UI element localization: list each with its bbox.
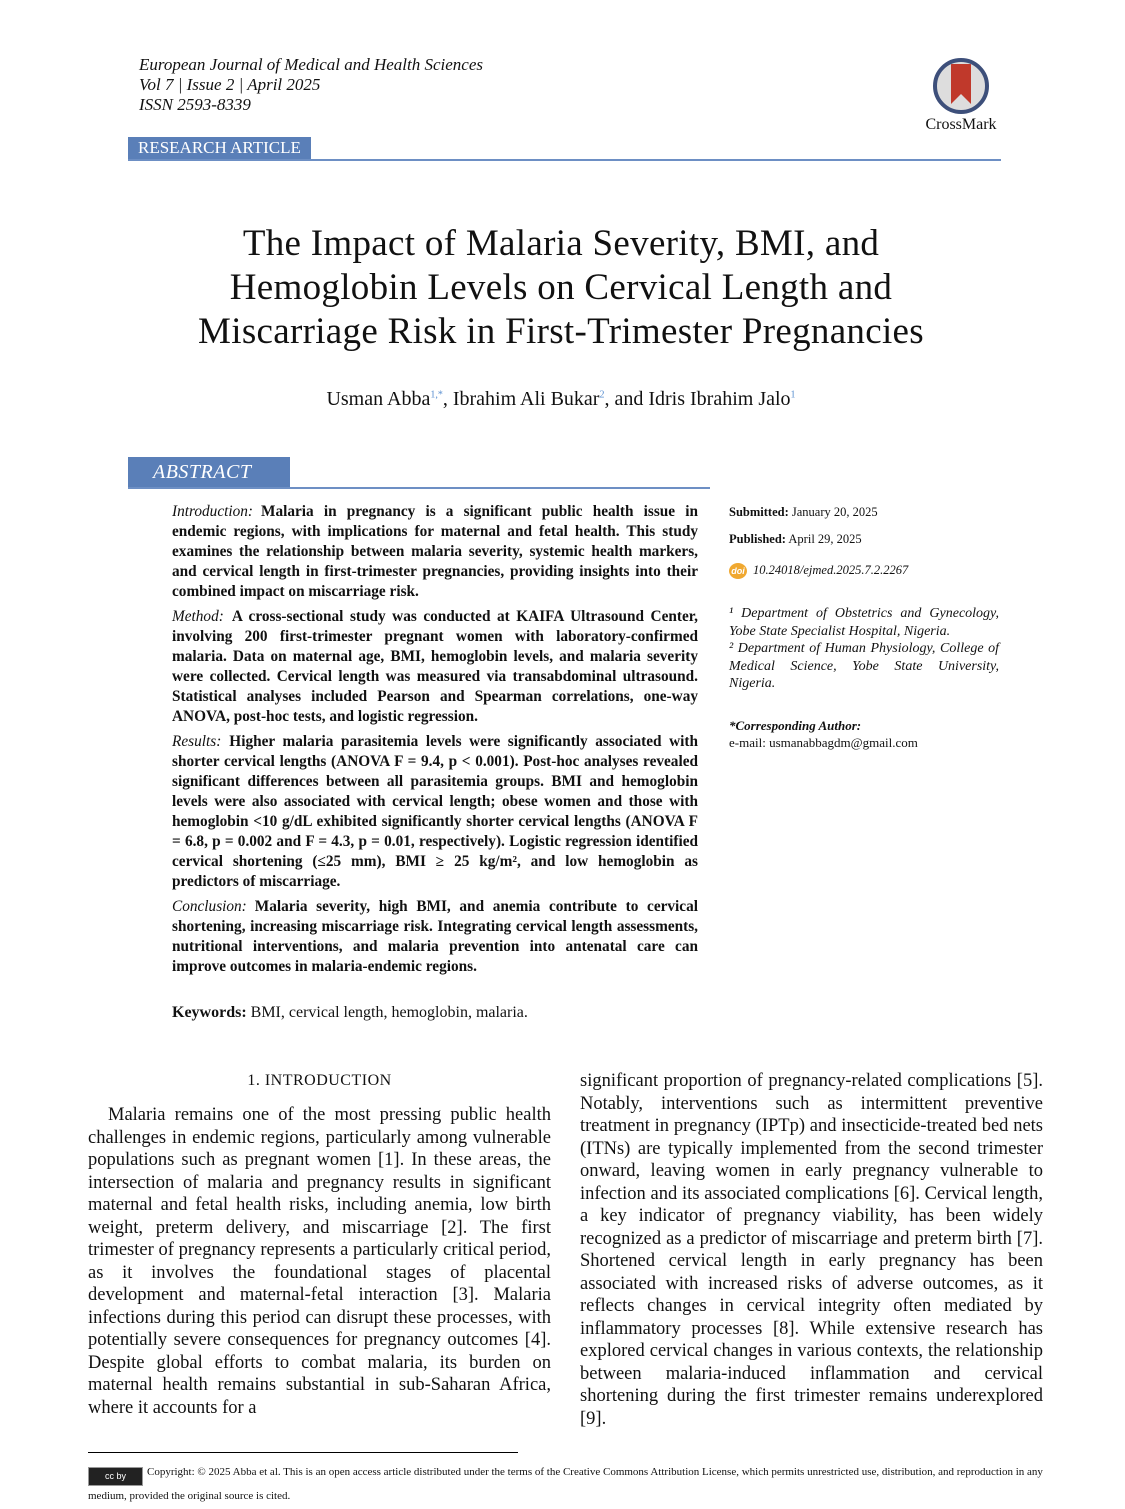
doi-text[interactable]: 10.24018/ejmed.2025.7.2.2267	[753, 563, 909, 577]
paper-title: The Impact of Malaria Severity, BMI, and…	[60, 222, 1062, 354]
title-line: Miscarriage Risk in First-Trimester Preg…	[198, 311, 924, 352]
affiliations: ¹ Department of Obstetrics and Gynecolog…	[729, 605, 999, 693]
section-heading: 1. INTRODUCTION	[247, 1072, 392, 1089]
abstract-conclusion: Conclusion: Malaria severity, high BMI, a…	[172, 897, 698, 977]
email[interactable]: e-mail: usmanabbagdm@gmail.com	[729, 734, 918, 750]
author: Usman Abba	[326, 388, 431, 410]
author: Idris Ibrahim Jalo	[648, 388, 791, 410]
label: *Corresponding Author:	[729, 717, 862, 733]
separator: , and	[604, 388, 649, 410]
divider	[128, 159, 1001, 161]
doi-icon: doi	[729, 562, 747, 579]
section-text: Higher malaria parasitemia levels were s…	[172, 733, 698, 890]
journal-issn: ISSN 2593-8339	[139, 95, 251, 114]
value: January 20, 2025	[791, 505, 878, 519]
section-label: Results:	[172, 733, 222, 750]
title-line: The Impact of Malaria Severity, BMI, and	[242, 223, 880, 264]
abstract-results: Results: Higher malaria parasitemia level…	[172, 732, 698, 892]
abstract-heading: ABSTRACT	[128, 457, 290, 488]
label: Published:	[729, 532, 786, 546]
keywords: Keywords: BMI, cervical length, hemoglob…	[172, 1004, 528, 1022]
section-text: A cross-sectional study was conducted at…	[172, 608, 698, 725]
abstract-body: Introduction: Malaria in pregnancy is a s…	[172, 502, 698, 982]
submitted-date: Submitted: January 20, 2025	[729, 504, 999, 521]
crossmark-badge[interactable]: CrossMark	[922, 58, 1000, 134]
journal-info: European Journal of Medical and Health S…	[139, 55, 483, 115]
abstract-introduction: Introduction: Malaria in pregnancy is a s…	[172, 502, 698, 602]
value: April 29, 2025	[788, 532, 862, 546]
section-text: Malaria in pregnancy is a significant pu…	[172, 503, 698, 600]
author-list: Usman Abba1,*, Ibrahim Ali Bukar2, and I…	[60, 388, 1062, 411]
copyright-text: Copyright: © 2025 Abba et al. This is an…	[88, 1466, 1043, 1502]
title-line: Hemoglobin Levels on Cervical Length and	[229, 267, 893, 308]
author-affiliation: 1	[790, 389, 796, 401]
author-affiliation: 1,*	[430, 389, 443, 401]
abstract-method: Method: A cross-sectional study was condu…	[172, 607, 698, 727]
author-affiliation: 2	[599, 389, 605, 401]
body-column-left: Malaria remains one of the most pressing…	[88, 1105, 551, 1418]
keywords-text: BMI, cervical length, hemoglobin, malari…	[250, 1004, 528, 1021]
doi-link[interactable]: doi 10.24018/ejmed.2025.7.2.2267	[729, 562, 999, 579]
section-text: Malaria severity, high BMI, and anemia c…	[172, 898, 698, 975]
journal-name: European Journal of Medical and Health S…	[139, 55, 484, 74]
divider	[128, 487, 710, 489]
affiliation: ² Department of Human Physiology, Colleg…	[729, 641, 999, 691]
crossmark-label: CrossMark	[925, 116, 997, 133]
section-label: Conclusion:	[172, 898, 247, 915]
section-label: Introduction:	[172, 503, 254, 520]
author: Ibrahim Ali Bukar	[452, 388, 600, 410]
journal-issue: Vol 7 | Issue 2 | April 2025	[139, 75, 321, 94]
section-label: Method:	[172, 608, 224, 625]
keywords-label: Keywords:	[172, 1004, 247, 1021]
article-type-label: RESEARCH ARTICLE	[128, 137, 311, 161]
label: Submitted:	[729, 505, 789, 519]
published-date: Published: April 29, 2025	[729, 531, 999, 548]
affiliation: ¹ Department of Obstetrics and Gynecolog…	[729, 606, 999, 639]
separator: ,	[442, 388, 453, 410]
body-column-right: significant proportion of pregnancy-rela…	[580, 1071, 1043, 1429]
copyright-footer: cc by Copyright: © 2025 Abba et al. This …	[88, 1462, 1048, 1507]
crossmark-icon	[933, 58, 989, 114]
footnote-divider	[88, 1452, 518, 1453]
cc-by-icon: cc by	[88, 1467, 143, 1486]
article-sidebar: Submitted: January 20, 2025 Published: A…	[729, 504, 999, 751]
corresponding-author: *Corresponding Author: e-mail: usmanabba…	[729, 717, 999, 751]
